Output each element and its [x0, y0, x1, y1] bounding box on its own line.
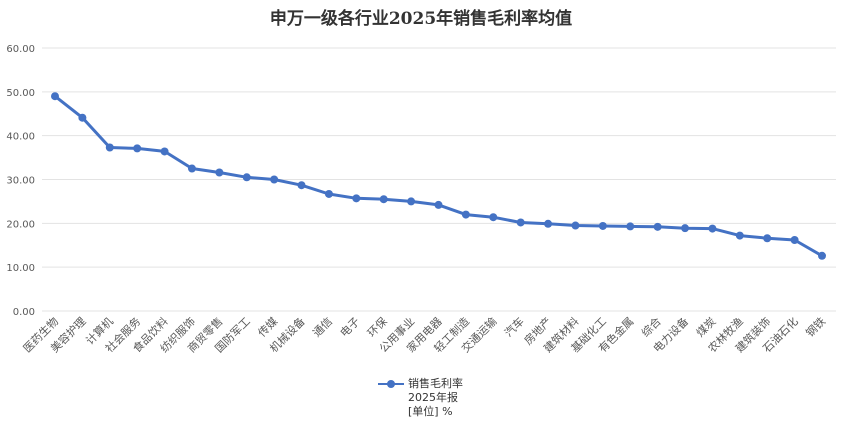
data-point: [653, 222, 662, 231]
legend-series-label: 销售毛利率: [408, 377, 463, 390]
data-point: [160, 147, 169, 156]
data-point: [681, 224, 690, 233]
data-point: [434, 200, 443, 209]
data-point: [598, 221, 607, 230]
y-tick-label: 50.00: [6, 88, 35, 99]
legend: 销售毛利率 2025年报 [单位] %: [378, 377, 463, 419]
data-point: [708, 224, 717, 233]
data-point: [626, 222, 635, 231]
x-tick-label: 通信: [310, 315, 335, 340]
data-point: [105, 143, 114, 152]
data-point: [379, 195, 388, 204]
data-point: [461, 210, 470, 219]
data-point: [489, 213, 498, 222]
legend-line-marker: [378, 379, 404, 389]
chart-title: 申万一级各行业2025年销售毛利率均值: [269, 9, 573, 29]
series-layer: [51, 92, 826, 260]
y-tick-label: 60.00: [6, 44, 35, 55]
y-tick-label: 10.00: [6, 263, 35, 274]
legend-report-period: 2025年报: [408, 391, 458, 404]
x-tick-label: 电子: [338, 315, 363, 340]
data-point: [133, 144, 142, 153]
data-point: [407, 197, 416, 206]
gridlines: [42, 47, 836, 312]
data-point: [270, 175, 279, 184]
data-point: [790, 235, 799, 244]
y-tick-label: 20.00: [6, 219, 35, 230]
data-point: [297, 181, 306, 190]
legend-unit: [单位] %: [408, 405, 453, 418]
data-point: [571, 221, 580, 230]
y-axis-ticks: 0.00 10.00 20.00 30.00 40.00 50.00 60.00: [6, 44, 35, 318]
series-line: [53, 94, 824, 258]
data-point: [187, 164, 196, 173]
y-tick-label: 0.00: [13, 307, 35, 318]
data-point: [78, 113, 87, 122]
data-point: [544, 219, 553, 228]
data-point: [242, 173, 251, 182]
y-tick-label: 30.00: [6, 176, 35, 187]
data-point: [215, 168, 224, 177]
data-point: [51, 92, 59, 101]
x-tick-label: 钢铁: [803, 315, 828, 340]
data-point: [516, 218, 525, 227]
data-point: [763, 234, 772, 243]
data-point: [818, 251, 826, 260]
data-point: [324, 189, 333, 198]
x-axis-ticks: 医药生物美容护理计算机社会服务食品饮料纺织服饰商贸零售国防军工 传媒机械设备 通信电…: [20, 314, 828, 355]
data-point: [352, 194, 361, 203]
data-point: [735, 231, 744, 240]
y-tick-label: 40.00: [6, 132, 35, 143]
